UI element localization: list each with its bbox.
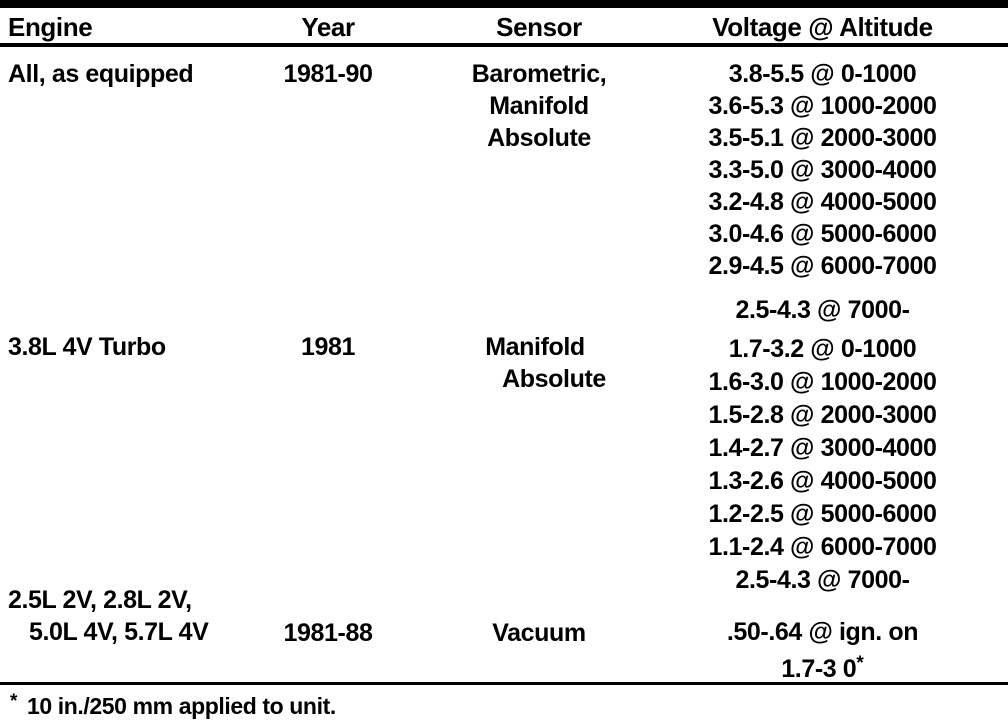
- voltage-line: 1.5-2.8 @ 2000-3000: [708, 401, 937, 429]
- voltage-line: 3.0-4.6 @ 5000-6000: [708, 220, 937, 248]
- engine-line: 2.5L 2V, 2.8L 2V,: [8, 586, 192, 614]
- engine-line: All, as equipped: [8, 60, 194, 88]
- engine-line: 5.0L 4V, 5.7L 4V: [29, 618, 209, 646]
- engine-cell: All, as equipped: [8, 58, 194, 90]
- voltage-line: 2.9-4.5 @ 6000-7000: [708, 252, 937, 280]
- voltage-cell: .50-.64 @ ign. on 1.7-3 0*: [650, 616, 995, 685]
- voltage-line: 1.7-3 0*: [781, 653, 864, 683]
- engine-cell: 3.8L 4V Turbo: [8, 331, 166, 363]
- sensor-cell: Vacuum: [419, 617, 659, 649]
- voltage-line: 1.1-2.4 @ 6000-7000: [708, 533, 937, 561]
- engine-line: 3.8L 4V Turbo: [8, 333, 166, 361]
- voltage-line: 3.5-5.1 @ 2000-3000: [708, 124, 937, 152]
- voltage-cell: 1.7-3.2 @ 0-1000 1.6-3.0 @ 1000-2000 1.5…: [650, 333, 995, 564]
- footnote-reference-asterisk: *: [856, 653, 864, 674]
- voltage-line: .50-.64 @ ign. on: [726, 618, 919, 646]
- column-header-year: Year: [301, 12, 355, 42]
- sensor-line: Absolute: [502, 365, 606, 393]
- voltage-line: 1.7-3.2 @ 0-1000: [728, 335, 917, 363]
- sensor-line: Barometric,: [471, 60, 607, 88]
- year-cell: 1981-90: [283, 60, 373, 88]
- sensor-line: Manifold: [489, 92, 589, 120]
- voltage-line: 3.3-5.0 @ 3000-4000: [708, 156, 937, 184]
- voltage-line: 1.2-2.5 @ 5000-6000: [708, 500, 937, 528]
- sensor-line: Vacuum: [492, 619, 586, 647]
- footnote-text: 10 in./250: [27, 693, 127, 719]
- voltage-line: 3.2-4.8 @ 4000-5000: [708, 188, 937, 216]
- footnote-text: applied to unit.: [178, 693, 337, 719]
- column-header-voltage: Voltage @ Altitude: [712, 12, 933, 42]
- voltage-line: 1.4-2.7 @ 3000-4000: [708, 434, 937, 462]
- engine-cell: 2.5L 2V, 2.8L 2V, 5.0L 4V, 5.7L 4V: [8, 584, 209, 648]
- voltage-line: 2.5-4.3 @ 7000-: [735, 566, 910, 594]
- footnote: * 10 in./250 mm applied to unit.: [10, 691, 336, 720]
- sensor-cell: Manifold Absolute: [419, 331, 659, 395]
- voltage-line: 3.6-5.3 @ 1000-2000: [708, 92, 937, 120]
- footnote-marker-asterisk: *: [10, 691, 17, 712]
- voltage-line: 1.3-2.6 @ 4000-5000: [708, 467, 937, 495]
- voltage-line: 1.6-3.0 @ 1000-2000: [708, 368, 937, 396]
- voltage-line: 3.8-5.5 @ 0-1000: [728, 60, 917, 88]
- column-header-engine: Engine: [8, 12, 93, 42]
- header-separator-line: [0, 43, 1008, 47]
- year-cell: 1981-88: [283, 619, 373, 647]
- footnote-text-bold: mm: [132, 693, 174, 719]
- voltage-cell: 3.8-5.5 @ 0-1000 3.6-5.3 @ 1000-2000 3.5…: [650, 58, 995, 282]
- table-bottom-border: [0, 682, 1008, 685]
- sensor-line: Manifold: [485, 333, 585, 361]
- table-top-border: [0, 0, 1008, 8]
- sensor-line: Absolute: [487, 124, 591, 152]
- sensor-cell: Barometric, Manifold Absolute: [419, 58, 659, 154]
- year-cell: 1981: [300, 333, 355, 361]
- voltage-line: 2.5-4.3 @ 7000-: [735, 296, 910, 324]
- column-header-sensor: Sensor: [496, 12, 582, 42]
